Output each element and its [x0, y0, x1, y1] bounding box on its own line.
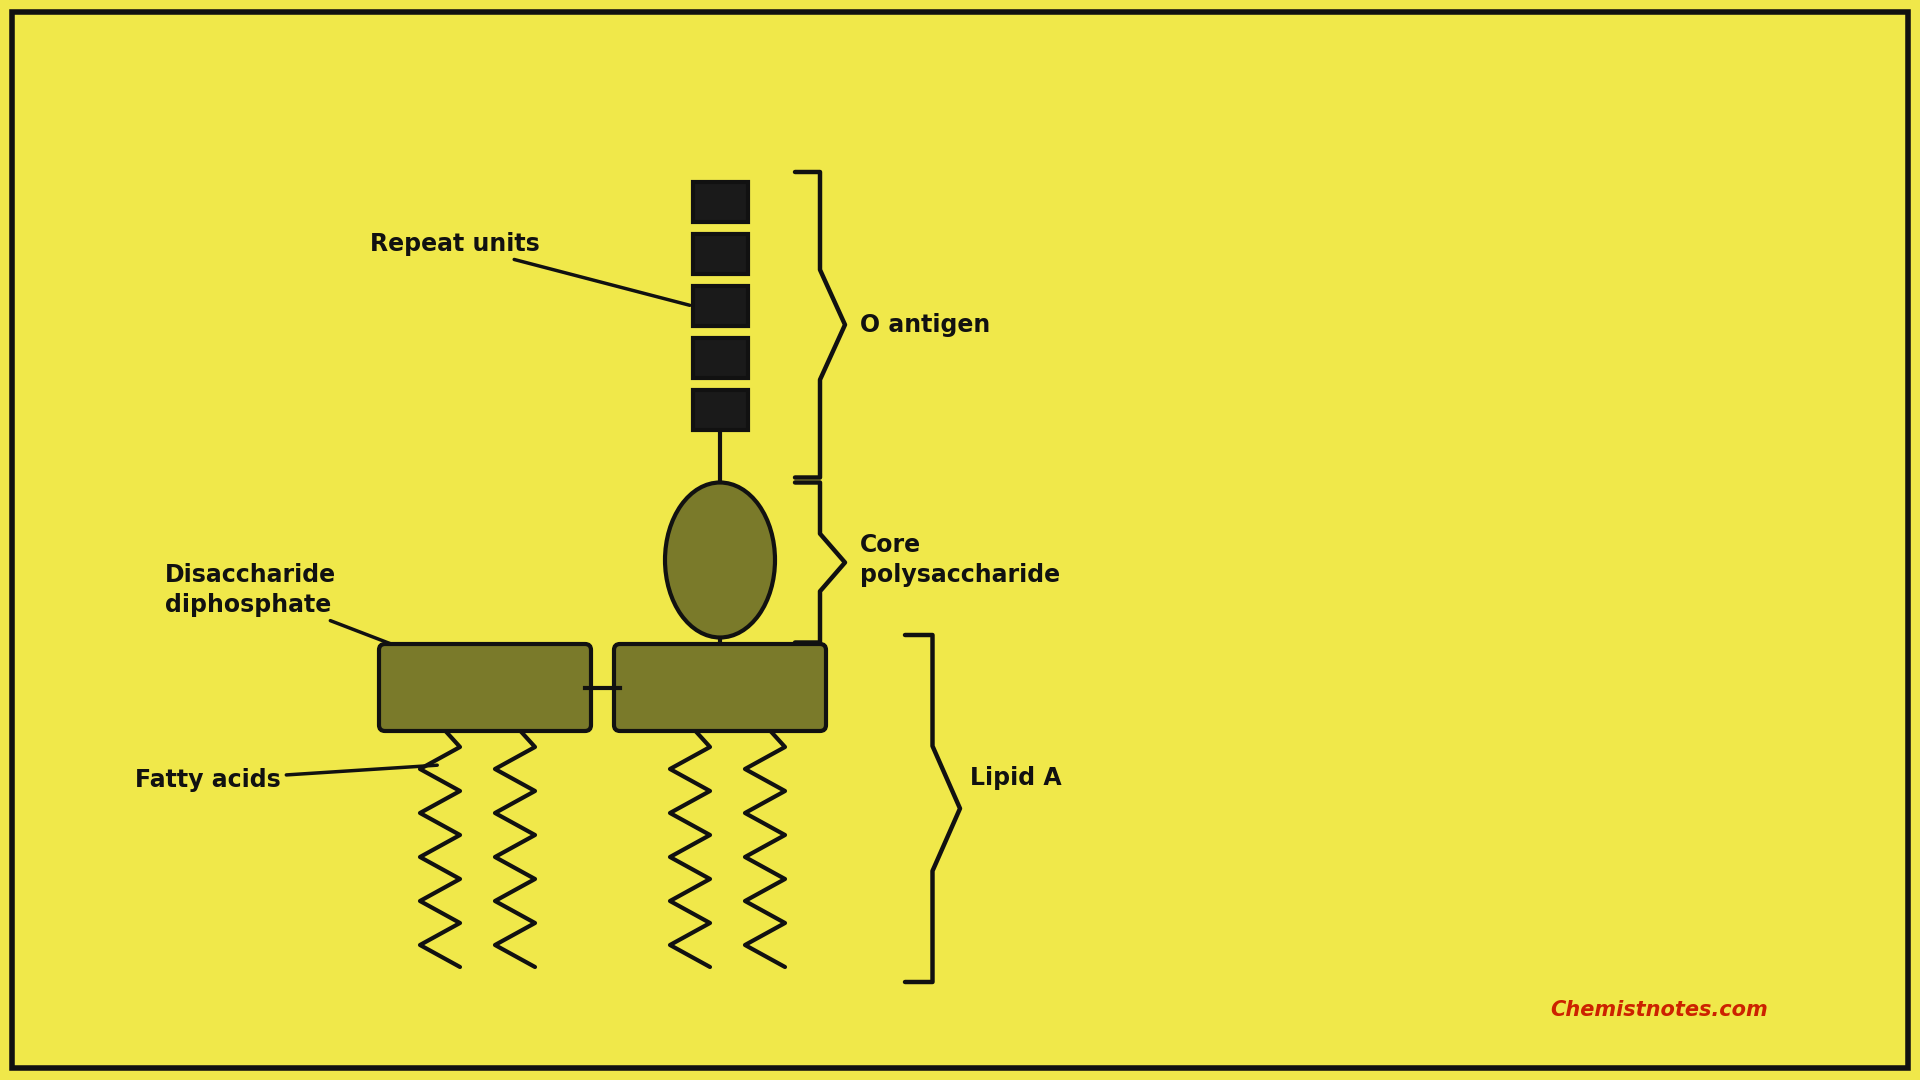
- Ellipse shape: [664, 483, 776, 637]
- FancyBboxPatch shape: [693, 183, 747, 222]
- Text: O antigen: O antigen: [860, 313, 991, 337]
- FancyBboxPatch shape: [693, 338, 747, 378]
- FancyBboxPatch shape: [378, 644, 591, 731]
- Text: Disaccharide
diphosphate: Disaccharide diphosphate: [165, 563, 482, 679]
- Text: Lipid A: Lipid A: [970, 767, 1062, 791]
- FancyBboxPatch shape: [693, 390, 747, 430]
- FancyBboxPatch shape: [693, 286, 747, 326]
- Text: Repeat units: Repeat units: [371, 232, 689, 306]
- Text: Core
polysaccharide: Core polysaccharide: [860, 534, 1060, 586]
- FancyBboxPatch shape: [614, 644, 826, 731]
- FancyBboxPatch shape: [693, 234, 747, 274]
- Text: Fatty acids: Fatty acids: [134, 765, 438, 792]
- Text: Chemistnotes.com: Chemistnotes.com: [1549, 1000, 1768, 1020]
